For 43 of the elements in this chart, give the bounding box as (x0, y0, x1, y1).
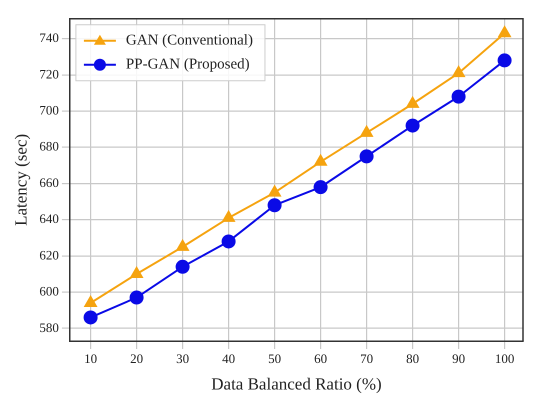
point (84, 310, 98, 324)
point (222, 210, 235, 222)
y-tick-label: 740 (39, 30, 59, 46)
x-tick-label: 90 (452, 351, 466, 366)
x-tick-label: 50 (268, 351, 282, 366)
point (314, 180, 328, 194)
point (268, 198, 282, 212)
y-tick-label: 580 (39, 320, 59, 335)
point (360, 149, 374, 164)
x-tick-label: 20 (130, 351, 144, 366)
y-tick-label: 620 (39, 247, 59, 262)
point (268, 186, 281, 197)
y-tick-label: 720 (39, 66, 59, 82)
point (452, 90, 466, 104)
y-tick-label: 700 (39, 102, 59, 118)
point (406, 118, 420, 133)
y-axis-title: Latency (sec) (12, 134, 31, 226)
point (406, 96, 419, 108)
x-tick-label: 10 (84, 351, 98, 366)
x-tick-label: 30 (176, 351, 190, 366)
x-tick-label: 80 (406, 351, 420, 366)
point (84, 296, 97, 307)
y-tick-label: 660 (39, 174, 59, 190)
y-tick-label: 640 (39, 211, 59, 226)
x-tick-label: 60 (314, 351, 328, 366)
legend-label: PP-GAN (Proposed) (126, 56, 250, 73)
legend-label: GAN (Conventional) (126, 32, 253, 49)
x-tick-label: 70 (360, 351, 374, 366)
point (130, 290, 144, 305)
point (130, 267, 143, 278)
point (360, 126, 373, 137)
point (452, 66, 465, 78)
point (176, 240, 189, 251)
point (498, 26, 511, 38)
point (222, 234, 236, 248)
x-axis-title: Data Balanced Ratio (%) (211, 374, 382, 394)
y-tick-label: 680 (39, 138, 59, 154)
point (314, 154, 327, 166)
point (176, 260, 190, 274)
y-tick-label: 600 (39, 284, 59, 299)
x-tick-label: 40 (222, 351, 236, 366)
x-tick-label: 100 (494, 351, 514, 366)
point (498, 53, 512, 68)
